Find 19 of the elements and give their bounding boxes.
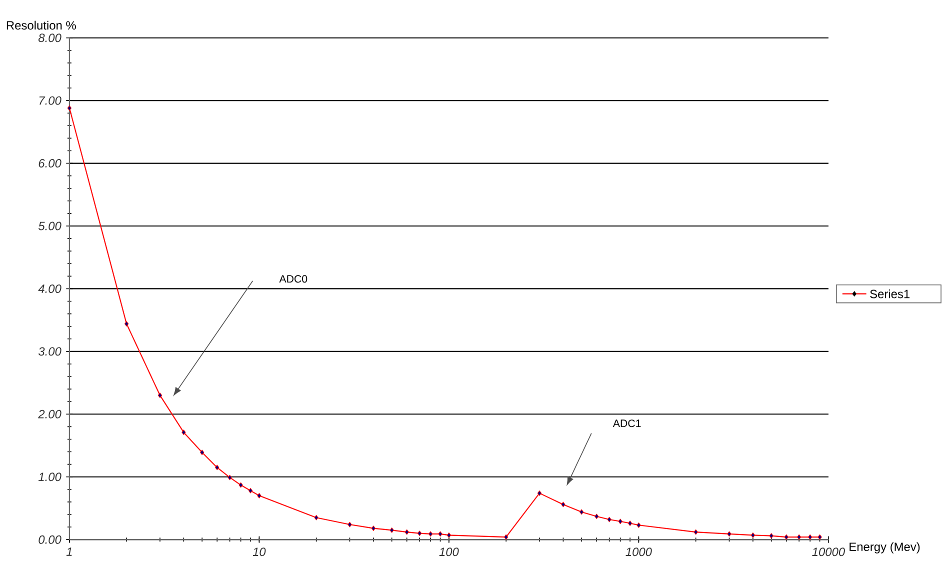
y-tick-label: 0.00	[38, 535, 62, 544]
y-tick-label: 8.00	[38, 34, 62, 42]
y-tick-label: 4.00	[38, 284, 62, 294]
legend-label: Series1	[870, 290, 910, 298]
annotation: ADC1	[612, 420, 641, 428]
y-axis-title: Resolution %	[6, 20, 76, 30]
y-tick-label: 5.00	[38, 222, 62, 230]
y-tick-label: 1.00	[38, 472, 62, 482]
x-tick-label: 100	[439, 548, 459, 556]
annotation: ADC0	[279, 275, 308, 283]
y-tick-label: 3.00	[38, 347, 62, 356]
x-tick-label: 10	[252, 548, 266, 556]
x-axis-title: Energy (Mev)	[850, 542, 920, 554]
x-tick-label: 1	[66, 548, 72, 556]
y-tick-label: 7.00	[39, 96, 62, 105]
x-tick-label: 1000	[626, 548, 652, 556]
x-tick-label: 10000	[812, 548, 845, 556]
y-tick-label: 2.00	[38, 410, 62, 419]
y-tick-label: 6.00	[38, 159, 62, 168]
